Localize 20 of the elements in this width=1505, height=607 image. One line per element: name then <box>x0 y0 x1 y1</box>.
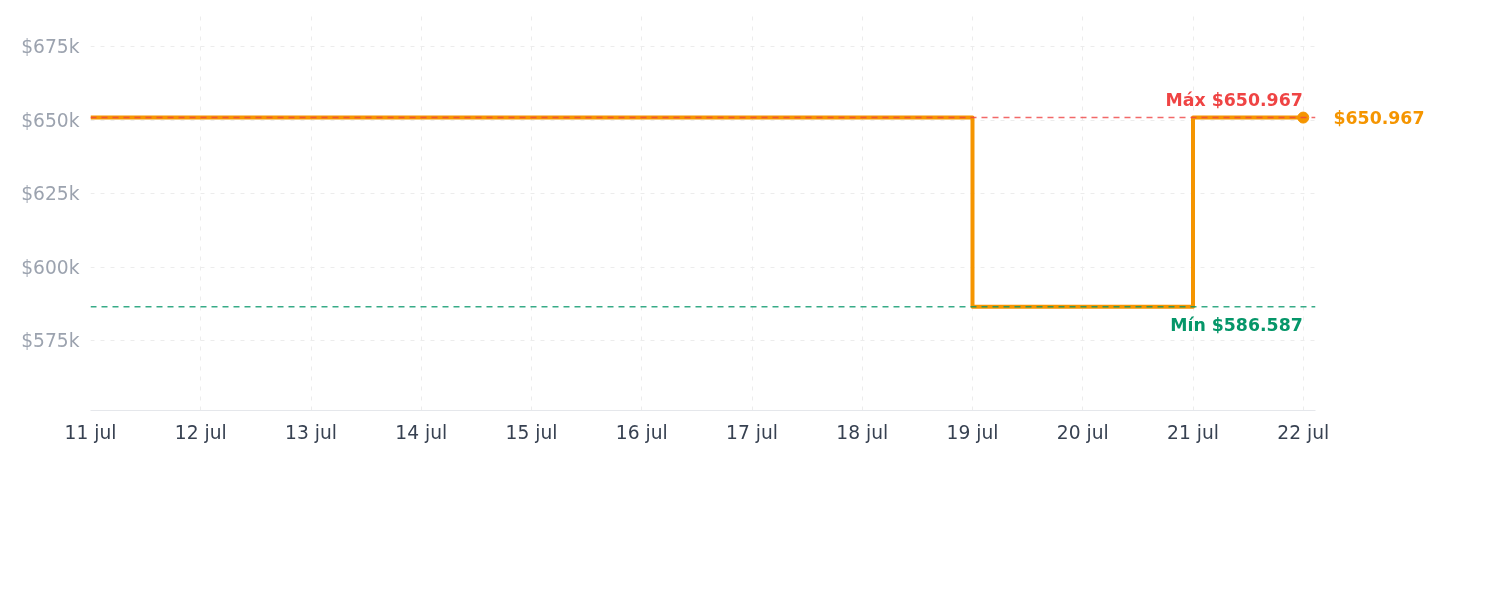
x-tick-label: 14 jul <box>395 421 448 443</box>
x-tick-label: 22 jul <box>1277 421 1330 443</box>
annotation: $650.967 <box>1333 107 1425 128</box>
x-tick-label: 20 jul <box>1056 421 1109 443</box>
x-tick-label: 17 jul <box>726 421 778 443</box>
ref-line-label: Mín $586.587 <box>1170 314 1303 335</box>
x-tick-label: 19 jul <box>946 421 999 443</box>
y-tick-label: $675k <box>21 36 80 58</box>
x-tick-label: 16 jul <box>615 421 668 443</box>
y-tick-label: $625k <box>21 183 80 205</box>
x-tick-label: 15 jul <box>505 421 558 443</box>
x-tick-label: 21 jul <box>1167 421 1219 443</box>
y-tick-label: $650k <box>21 109 80 131</box>
x-tick-label: 12 jul <box>174 421 227 443</box>
x-tick-label: 13 jul <box>285 421 337 443</box>
x-tick-label: 11 jul <box>64 421 117 443</box>
x-tick-label: 18 jul <box>836 421 889 443</box>
y-tick-label: $600k <box>21 256 80 278</box>
y-tick-label: $575k <box>21 330 80 352</box>
ref-line-label: Máx $650.967 <box>1165 89 1303 110</box>
